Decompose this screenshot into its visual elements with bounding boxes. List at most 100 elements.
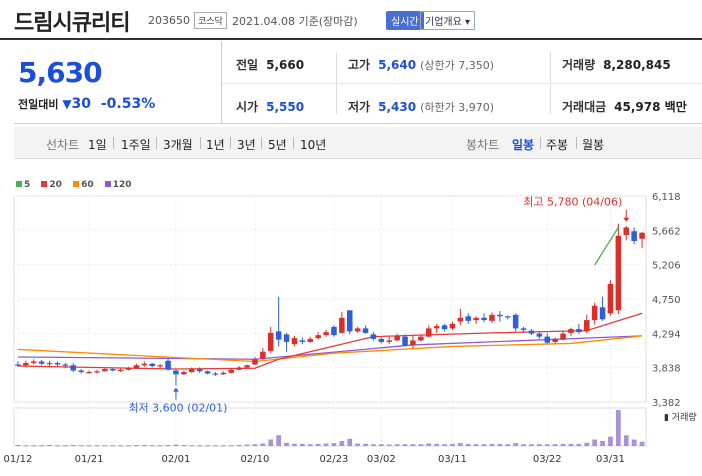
divider bbox=[222, 83, 702, 84]
volume-bar bbox=[181, 444, 187, 446]
company-overview-dropdown[interactable]: 기업개요 ▾ bbox=[420, 11, 475, 30]
legend-ma5[interactable]: 5 bbox=[16, 180, 30, 190]
volume-bar bbox=[228, 445, 234, 447]
x-tick-label: 03/31 bbox=[596, 454, 625, 465]
volume-bar bbox=[552, 444, 558, 446]
candle-body bbox=[591, 305, 598, 321]
period-bar: 선차트 1일 1주일 3개월 1년 3년 5년 10년 봉차트 일봉 주봉 월봉 bbox=[14, 127, 702, 159]
volume-bar bbox=[410, 444, 416, 446]
candle-weekly[interactable]: 주봉 bbox=[546, 138, 569, 152]
volume-bar bbox=[252, 444, 258, 446]
period-3m[interactable]: 3개월 bbox=[163, 138, 193, 152]
candle-body bbox=[497, 314, 503, 317]
candle-body bbox=[315, 335, 321, 339]
high-annotation: 최고 5,780 (04/06) bbox=[523, 196, 622, 209]
candle-body bbox=[133, 365, 140, 369]
volume-bar bbox=[592, 439, 598, 446]
volume-bar bbox=[284, 442, 289, 446]
candle-body bbox=[489, 314, 495, 321]
volume-bar bbox=[584, 442, 590, 446]
candle-body bbox=[117, 369, 124, 371]
volume-axis-label: ▮ 거래량 bbox=[664, 413, 697, 423]
period-1d[interactable]: 1일 bbox=[88, 138, 107, 152]
x-tick-label: 02/10 bbox=[241, 454, 270, 465]
legend-swatch bbox=[16, 181, 22, 187]
volume-bar bbox=[418, 444, 424, 446]
period-1w[interactable]: 1주일 bbox=[121, 138, 151, 152]
y-tick-label: 3,382 bbox=[652, 398, 681, 409]
open-value: 5,550 bbox=[266, 100, 305, 114]
volume-label: 거래량 bbox=[562, 58, 596, 72]
volume-bar bbox=[347, 438, 353, 446]
volume-bar bbox=[355, 443, 361, 446]
high-label: 고가 bbox=[348, 58, 371, 72]
y-tick-label: 5,206 bbox=[652, 261, 681, 272]
candle-body bbox=[465, 316, 472, 321]
candle-body bbox=[504, 316, 511, 318]
candle-body bbox=[204, 371, 211, 374]
metric-volume: 거래량 8,280,845 bbox=[562, 56, 671, 73]
metric-high: 고가 5,640 (상한가 7,350) bbox=[348, 56, 494, 73]
volume-bar bbox=[94, 445, 100, 447]
candle-chart-label: 봉차트 bbox=[466, 138, 500, 152]
candle-body bbox=[23, 362, 29, 366]
volume-bar bbox=[505, 444, 511, 446]
prev-close-label: 전일 bbox=[236, 58, 259, 72]
divider bbox=[293, 137, 294, 149]
candle-body bbox=[481, 317, 487, 321]
volume-bar bbox=[394, 444, 400, 446]
volume-bar bbox=[631, 439, 637, 446]
period-10y[interactable]: 10년 bbox=[300, 138, 327, 152]
x-tick-label: 03/02 bbox=[367, 454, 396, 465]
candle-body bbox=[615, 235, 622, 311]
candle-body bbox=[173, 370, 179, 375]
candle-body bbox=[402, 336, 408, 346]
candle-body bbox=[354, 328, 361, 332]
metric-prev-close: 전일 5,660 bbox=[236, 56, 304, 73]
low-value: 5,430 bbox=[378, 100, 417, 114]
candle-body bbox=[196, 369, 203, 372]
candle-body bbox=[157, 365, 163, 367]
legend-ma20[interactable]: 20 bbox=[41, 180, 62, 190]
change-row: 전일대비 ▼30 -0.53% bbox=[18, 96, 155, 112]
volume-bar bbox=[213, 445, 218, 447]
candle-daily[interactable]: 일봉 bbox=[512, 138, 535, 152]
candle-body bbox=[457, 317, 464, 322]
date-info: 2021.04.08 기준(장마감) bbox=[232, 15, 358, 28]
period-1y[interactable]: 1년 bbox=[206, 138, 225, 152]
candle-monthly[interactable]: 월봉 bbox=[582, 138, 605, 152]
candle-body bbox=[378, 338, 385, 342]
candle-body bbox=[141, 363, 148, 366]
volume-bar bbox=[323, 443, 329, 446]
high-value: 5,640 bbox=[378, 58, 417, 72]
volume-bar bbox=[576, 443, 582, 446]
volume-bar bbox=[386, 444, 392, 446]
metric-open: 시가 5,550 bbox=[236, 98, 304, 115]
legend-ma60[interactable]: 60 bbox=[73, 180, 94, 190]
metric-low: 저가 5,430 (하한가 3,970) bbox=[348, 98, 494, 115]
stock-name: 드림시큐리티 bbox=[14, 11, 130, 36]
volume-bar bbox=[189, 445, 195, 447]
legend-ma120[interactable]: 120 bbox=[104, 180, 132, 190]
candlestick-chart[interactable]: 6,118 5,662 5,206 4,750 4,294 3,838 3,382 01/12… bbox=[0, 190, 702, 476]
candle-body bbox=[125, 368, 132, 370]
period-3y[interactable]: 3년 bbox=[237, 138, 256, 152]
volume-bar bbox=[536, 444, 542, 446]
volume-bar bbox=[205, 445, 210, 447]
y-tick-label: 6,118 bbox=[652, 192, 681, 203]
candle-body bbox=[149, 363, 156, 367]
candle-body bbox=[362, 328, 369, 333]
legend-swatch bbox=[41, 181, 48, 187]
candle-body bbox=[165, 360, 171, 370]
volume-bar bbox=[110, 445, 116, 447]
candle-body bbox=[15, 364, 21, 366]
candle-body bbox=[181, 372, 187, 375]
volume-bar bbox=[292, 443, 297, 446]
volume-bar bbox=[165, 444, 171, 446]
candle-body bbox=[102, 369, 108, 372]
candle-body bbox=[109, 369, 116, 371]
period-5y[interactable]: 5년 bbox=[268, 138, 287, 152]
candle-body bbox=[425, 328, 432, 337]
ma-line-5 bbox=[594, 227, 619, 266]
live-button[interactable]: 실시간 bbox=[386, 11, 424, 30]
